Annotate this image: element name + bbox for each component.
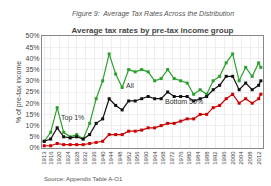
svg-text:1964: 1964	[152, 151, 158, 165]
svg-text:1936: 1936	[91, 151, 97, 165]
svg-text:1916: 1916	[48, 151, 54, 165]
svg-text:1932: 1932	[82, 151, 88, 165]
svg-text:Source: Appendix Table A-O1: Source: Appendix Table A-O1	[44, 176, 123, 182]
svg-text:1980: 1980	[186, 151, 192, 165]
svg-text:1988: 1988	[204, 151, 210, 165]
svg-text:20%: 20%	[26, 100, 40, 107]
svg-text:35%: 35%	[26, 66, 40, 73]
svg-text:1924: 1924	[65, 151, 71, 165]
svg-text:1956: 1956	[134, 151, 140, 165]
svg-text:2004: 2004	[238, 151, 244, 165]
svg-text:Figure 9: Average Tax Rates A: Figure 9: Average Tax Rates Across the D…	[72, 10, 234, 18]
svg-text:2008: 2008	[247, 151, 253, 165]
svg-text:1960: 1960	[143, 151, 149, 165]
svg-text:1976: 1976	[178, 151, 184, 165]
svg-text:50%: 50%	[26, 32, 40, 39]
svg-text:Bottom 50%: Bottom 50%	[165, 98, 203, 105]
svg-text:1952: 1952	[126, 151, 132, 165]
svg-text:0%: 0%	[29, 144, 39, 151]
svg-text:1984: 1984	[195, 151, 201, 165]
svg-text:1920: 1920	[56, 151, 62, 165]
svg-text:45%: 45%	[26, 44, 40, 51]
svg-text:25%: 25%	[26, 88, 40, 95]
svg-text:All: All	[126, 82, 134, 89]
svg-text:5%: 5%	[29, 133, 39, 140]
svg-text:10%: 10%	[26, 122, 40, 129]
svg-text:1913: 1913	[41, 151, 47, 165]
svg-text:2012: 2012	[256, 151, 262, 165]
svg-text:Top 1%: Top 1%	[61, 114, 84, 122]
svg-text:1940: 1940	[100, 151, 106, 165]
svg-text:1948: 1948	[117, 151, 123, 165]
svg-text:15%: 15%	[26, 111, 40, 118]
svg-text:40%: 40%	[26, 55, 40, 62]
svg-text:30%: 30%	[26, 77, 40, 84]
svg-text:Average tax rates by pre-tax i: Average tax rates by pre-tax income grou…	[72, 26, 234, 35]
svg-text:1972: 1972	[169, 151, 175, 165]
svg-text:1968: 1968	[160, 151, 166, 165]
svg-text:% of pre-tax income: % of pre-tax income	[15, 61, 23, 123]
svg-text:1928: 1928	[74, 151, 80, 165]
svg-text:1944: 1944	[108, 151, 114, 165]
svg-text:2000: 2000	[230, 151, 236, 165]
svg-text:1992: 1992	[212, 151, 218, 165]
svg-text:1996: 1996	[221, 151, 227, 165]
